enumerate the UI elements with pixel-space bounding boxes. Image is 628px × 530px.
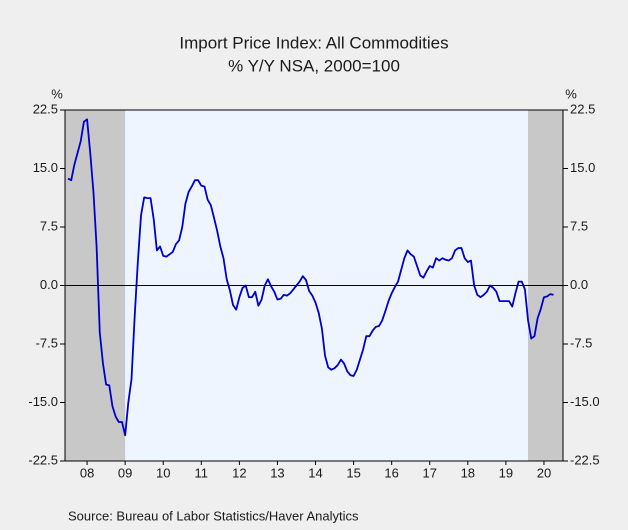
y2-tick-label: -7.5 [570,335,592,350]
y-axis-label: % [51,86,63,101]
x-tick-label: 16 [384,465,398,480]
y2-axis-label: % [565,86,577,101]
y-tick-label: 15.0 [33,160,58,175]
x-tick-label: 15 [346,465,360,480]
data-line [67,118,554,437]
x-tick-label: 11 [195,465,209,480]
chart-subtitle: % Y/Y NSA, 2000=100 [228,56,400,75]
x-tick-label: 08 [80,465,94,480]
y2-tick-label: 22.5 [570,101,595,116]
y-tick-label: -22.5 [28,452,58,467]
x-tick-label: 09 [118,465,132,480]
x-tick-label: 13 [270,465,284,480]
y-tick-label: 22.5 [33,101,58,116]
y-tick-label: -15.0 [28,394,58,409]
x-tick-label: 18 [461,465,475,480]
x-tick-label: 10 [156,465,170,480]
y-tick-label: 0.0 [40,277,58,292]
x-tick-label: 20 [537,465,551,480]
x-tick-label: 17 [423,465,437,480]
x-tick-label: 19 [499,465,513,480]
chart-title: Import Price Index: All Commodities [179,33,448,52]
y2-tick-label: -22.5 [570,452,600,467]
y-tick-label: 7.5 [40,218,58,233]
plot-frame [64,109,564,462]
y2-tick-label: 0.0 [570,277,588,292]
y2-tick-label: -15.0 [570,394,600,409]
y-tick-label: -7.5 [36,335,58,350]
x-tick-label: 12 [232,465,246,480]
source-note: Source: Bureau of Labor Statistics/Haver… [68,508,359,523]
y2-tick-label: 7.5 [570,218,588,233]
y2-tick-label: 15.0 [570,160,595,175]
x-tick-label: 14 [308,465,322,480]
